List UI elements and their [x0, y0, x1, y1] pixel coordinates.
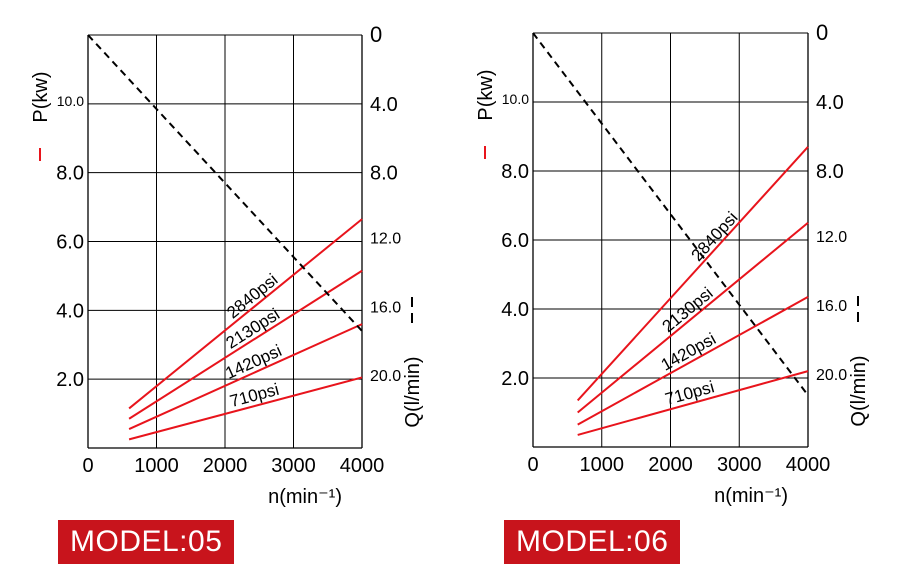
power-line-1420psi — [577, 296, 809, 426]
power-line-2130psi — [577, 221, 809, 414]
x-tick-label: 0 — [82, 455, 93, 477]
flow-tick-label: 0 — [816, 20, 828, 45]
flow-tick-label: 8.0 — [370, 163, 398, 185]
power-line-2130psi — [128, 269, 363, 420]
power-axis-label: P(kw) — [30, 71, 52, 122]
flow-tick-label: 8.0 — [816, 161, 844, 183]
power-line-2840psi — [576, 146, 809, 402]
power-tick-label: 6.0 — [501, 230, 529, 252]
x-tick-label: 2000 — [203, 455, 248, 477]
flow-line — [532, 32, 809, 396]
flow-axis-label: Q(l/min) — [402, 356, 424, 427]
model-06-chart: 2.0 4.0 6.0 8.0 10.0 0 4.0 8.0 12.0 16.0 20.0 0 1000… — [475, 20, 870, 507]
flow-tick-label: 16.0 — [370, 299, 401, 316]
model-05-chart: 2.0 4.0 6.0 8.0 10.0 0 4.0 8.0 12.0 16.0 20.0 0 1000… — [30, 22, 424, 508]
power-tick-label: 8.0 — [56, 163, 84, 185]
power-line-1420psi — [128, 323, 363, 430]
x-tick-label: 3000 — [717, 454, 762, 476]
flow-tick-label: 12.0 — [816, 229, 847, 246]
power-tick-label: 10.0 — [502, 91, 529, 107]
power-line-label: 2130psi — [659, 284, 717, 337]
x-tick-label: 4000 — [786, 454, 831, 476]
power-line-710psi — [128, 376, 363, 441]
power-line-label: 2840psi — [687, 208, 741, 265]
power-tick-label: 2.0 — [501, 368, 529, 390]
power-tick-label: 2.0 — [56, 369, 84, 391]
power-axis-label: P(kw) — [475, 69, 497, 120]
model-05-badge: MODEL:05 — [58, 520, 235, 564]
flow-tick-label: 20.0 — [370, 368, 401, 385]
power-line-710psi — [577, 370, 809, 436]
x-tick-label: 1000 — [580, 454, 625, 476]
power-tick-label: 4.0 — [56, 300, 84, 322]
flow-axis-label: Q(l/min) — [848, 355, 870, 426]
x-tick-label: 3000 — [271, 455, 316, 477]
power-tick-label: 8.0 — [501, 161, 529, 183]
x-axis-label: n(min⁻¹) — [268, 486, 342, 508]
power-tick-label: 6.0 — [56, 232, 84, 254]
flow-tick-label: 20.0 — [816, 367, 847, 384]
power-line-2840psi — [128, 218, 363, 410]
x-tick-label: 0 — [527, 454, 538, 476]
x-tick-label: 4000 — [340, 455, 385, 477]
x-axis-label: n(min⁻¹) — [714, 485, 788, 507]
power-tick-label: 4.0 — [501, 299, 529, 321]
x-tick-label: 2000 — [648, 454, 693, 476]
model-06-badge: MODEL:06 — [504, 520, 681, 564]
power-tick-label: 10.0 — [57, 93, 84, 109]
x-tick-label: 1000 — [134, 455, 179, 477]
flow-tick-label: 4.0 — [816, 92, 844, 114]
flow-tick-label: 12.0 — [370, 231, 401, 248]
flow-tick-label: 4.0 — [370, 94, 398, 116]
flow-tick-label: 0 — [370, 22, 382, 47]
flow-line — [87, 34, 363, 332]
flow-tick-label: 16.0 — [816, 298, 847, 315]
